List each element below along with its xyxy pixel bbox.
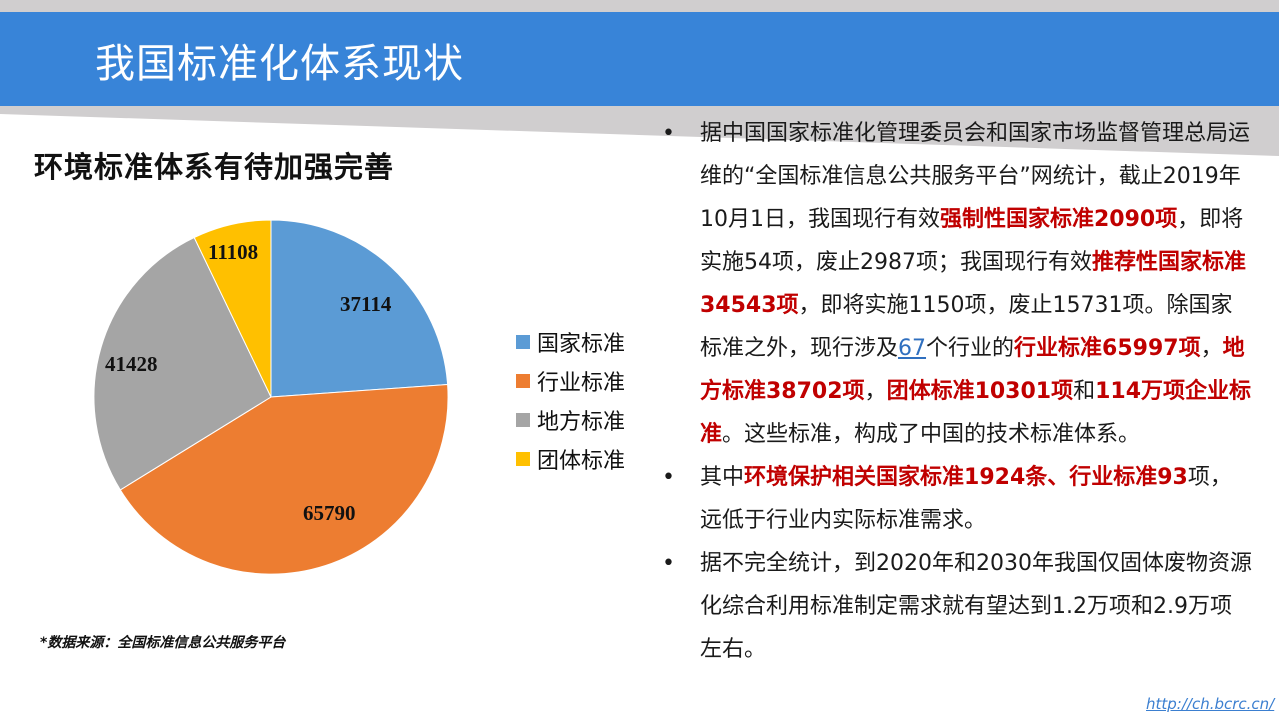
- pie-slice-group: [193, 219, 272, 398]
- text-run: 据不完全统计，到2020年和2030年我国仅固体废物资源化综合利用标准制定需求就…: [700, 551, 1252, 662]
- text-run: 个行业的: [926, 336, 1015, 361]
- highlight-text: 团体标准10301项: [886, 379, 1074, 404]
- highlight-text: 114万项企业标准: [700, 379, 1252, 447]
- industry-count-link[interactable]: 67: [898, 336, 927, 361]
- legend-swatch-gray-icon: [516, 412, 530, 427]
- pie-slice-industry: [119, 383, 449, 575]
- text-run: 和: [1073, 379, 1096, 404]
- highlight-text: 环境保护相关国家标准1924条、行业标准93: [744, 465, 1188, 490]
- text-run: 据中国国家标准化管理委员会和国家市场监督管理总局运维的“全国标准信息公共服务平台…: [700, 121, 1251, 232]
- pie-slice-national: [270, 219, 449, 398]
- bullet-icon: •: [662, 551, 675, 576]
- pie-label-local: 41428: [105, 352, 158, 376]
- legend-label: 行业标准: [537, 370, 626, 396]
- legend-item-local: 地方标准: [516, 400, 625, 439]
- title-bar: 我国标准化体系现状: [0, 12, 1279, 106]
- pie-label-industry: 65790: [303, 501, 356, 525]
- legend-item-industry: 行业标准: [516, 361, 625, 400]
- text-run: ，: [1200, 336, 1223, 361]
- text-panel: • 据中国国家标准化管理委员会和国家市场监督管理总局运维的“全国标准信息公共服务…: [662, 112, 1252, 671]
- highlight-text: 行业标准65997项: [1014, 336, 1201, 361]
- bullet-icon: •: [662, 465, 675, 490]
- data-source-note: *数据来源：全国标准信息公共服务平台: [40, 635, 286, 651]
- legend-item-group: 团体标准: [516, 439, 625, 478]
- text-run: ，即将实施1150项，废止15731项。除国家标准之外，现行涉及: [700, 293, 1233, 361]
- chart-subtitle: 环境标准体系有待加强完善: [34, 150, 395, 184]
- bullet-paragraph-2: • 其中环境保护相关国家标准1924条、行业标准93项，远低于行业内实际标准需求…: [662, 456, 1252, 542]
- highlight-text: 地方标准38702项: [700, 336, 1245, 404]
- text-run: ，即将实施54项，废止2987项；我国现行有效: [700, 207, 1244, 275]
- legend-item-national: 国家标准: [516, 322, 625, 361]
- text-run: 项，远低于行业内实际标准需求。: [700, 465, 1232, 533]
- pie-slice-local: [93, 236, 272, 491]
- bullet-icon: •: [662, 121, 675, 146]
- gray-slanted-band: [0, 100, 1279, 156]
- text-run: ，: [864, 379, 887, 404]
- legend-swatch-orange-icon: [516, 373, 530, 388]
- bullet-paragraph-3: • 据不完全统计，到2020年和2030年我国仅固体废物资源化综合利用标准制定需…: [662, 542, 1252, 671]
- highlight-text: 推荐性国家标准34543项: [700, 250, 1246, 318]
- pie-chart: 37114 65790 41428 11108: [93, 219, 449, 575]
- top-gray-strip: [0, 0, 1279, 12]
- text-run: 其中: [700, 465, 745, 490]
- footer-url-link[interactable]: http://ch.bcrc.cn/: [1146, 695, 1275, 713]
- chart-legend: 国家标准 行业标准 地方标准 团体标准: [516, 322, 625, 478]
- legend-swatch-yellow-icon: [516, 451, 530, 466]
- legend-label: 地方标准: [537, 409, 626, 435]
- legend-label: 国家标准: [537, 331, 626, 357]
- pie-label-national: 37114: [340, 292, 392, 316]
- text-run: 。这些标准，构成了中国的技术标准体系。: [722, 422, 1141, 447]
- pie-label-group: 11108: [208, 240, 258, 264]
- highlight-text: 强制性国家标准2090项: [940, 207, 1178, 232]
- legend-swatch-blue-icon: [516, 334, 530, 349]
- page-title: 我国标准化体系现状: [95, 41, 464, 87]
- legend-label: 团体标准: [537, 448, 626, 474]
- bullet-paragraph-1: • 据中国国家标准化管理委员会和国家市场监督管理总局运维的“全国标准信息公共服务…: [662, 112, 1252, 456]
